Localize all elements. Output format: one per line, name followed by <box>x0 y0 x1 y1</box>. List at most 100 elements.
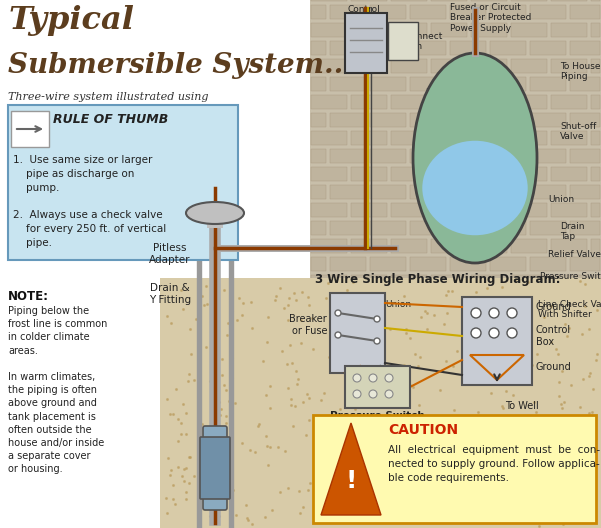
FancyBboxPatch shape <box>330 293 385 373</box>
FancyBboxPatch shape <box>311 5 326 19</box>
FancyBboxPatch shape <box>203 426 227 510</box>
FancyBboxPatch shape <box>431 0 467 1</box>
FancyBboxPatch shape <box>551 131 587 145</box>
FancyBboxPatch shape <box>410 113 446 127</box>
FancyBboxPatch shape <box>551 239 587 253</box>
FancyBboxPatch shape <box>370 221 406 235</box>
FancyBboxPatch shape <box>511 167 547 181</box>
FancyBboxPatch shape <box>391 59 427 73</box>
FancyBboxPatch shape <box>530 5 566 19</box>
FancyBboxPatch shape <box>351 275 387 289</box>
FancyBboxPatch shape <box>370 77 406 91</box>
FancyBboxPatch shape <box>471 131 507 145</box>
FancyBboxPatch shape <box>330 41 366 55</box>
FancyBboxPatch shape <box>511 95 547 109</box>
FancyBboxPatch shape <box>570 221 600 235</box>
FancyBboxPatch shape <box>530 41 566 55</box>
Text: 3 Wire Single Phase Wiring Diagram:: 3 Wire Single Phase Wiring Diagram: <box>315 273 561 286</box>
FancyBboxPatch shape <box>330 221 366 235</box>
FancyBboxPatch shape <box>431 239 467 253</box>
FancyBboxPatch shape <box>311 0 347 1</box>
FancyBboxPatch shape <box>330 77 366 91</box>
FancyBboxPatch shape <box>311 257 326 271</box>
FancyBboxPatch shape <box>391 167 427 181</box>
FancyBboxPatch shape <box>311 59 347 73</box>
Text: Pressure Switch: Pressure Switch <box>330 411 425 421</box>
Circle shape <box>353 390 361 398</box>
FancyBboxPatch shape <box>311 95 347 109</box>
Text: Fused or Circuit
Breaker Protected
Power Supply: Fused or Circuit Breaker Protected Power… <box>450 3 531 33</box>
FancyBboxPatch shape <box>490 185 526 199</box>
FancyBboxPatch shape <box>570 113 600 127</box>
FancyBboxPatch shape <box>431 275 467 289</box>
FancyBboxPatch shape <box>450 185 486 199</box>
FancyBboxPatch shape <box>570 5 600 19</box>
FancyBboxPatch shape <box>330 113 366 127</box>
FancyBboxPatch shape <box>311 41 326 55</box>
FancyBboxPatch shape <box>311 149 326 163</box>
FancyBboxPatch shape <box>511 0 547 1</box>
FancyBboxPatch shape <box>351 167 387 181</box>
FancyBboxPatch shape <box>570 185 600 199</box>
FancyBboxPatch shape <box>591 203 600 217</box>
FancyBboxPatch shape <box>591 59 600 73</box>
FancyBboxPatch shape <box>431 59 467 73</box>
FancyBboxPatch shape <box>450 149 486 163</box>
FancyBboxPatch shape <box>311 23 347 37</box>
FancyBboxPatch shape <box>370 113 406 127</box>
FancyBboxPatch shape <box>551 0 587 1</box>
Text: Relief Valve: Relief Valve <box>548 250 601 259</box>
FancyBboxPatch shape <box>511 23 547 37</box>
FancyBboxPatch shape <box>370 257 406 271</box>
Circle shape <box>489 328 499 338</box>
Text: Breaker
or Fuse: Breaker or Fuse <box>289 314 327 336</box>
FancyBboxPatch shape <box>311 77 326 91</box>
Text: Submersible System...: Submersible System... <box>8 52 353 79</box>
Text: Drain
Tap: Drain Tap <box>560 222 585 241</box>
FancyBboxPatch shape <box>511 131 547 145</box>
FancyBboxPatch shape <box>431 131 467 145</box>
FancyBboxPatch shape <box>551 95 587 109</box>
FancyBboxPatch shape <box>591 95 600 109</box>
FancyBboxPatch shape <box>8 105 238 260</box>
FancyBboxPatch shape <box>551 23 587 37</box>
Text: Shut-off
Valve: Shut-off Valve <box>560 122 596 142</box>
Circle shape <box>374 316 380 322</box>
Text: Disconnect
Switch: Disconnect Switch <box>392 32 442 51</box>
FancyBboxPatch shape <box>391 95 427 109</box>
FancyBboxPatch shape <box>450 41 486 55</box>
FancyBboxPatch shape <box>551 275 587 289</box>
Text: 2.  Always use a check valve
    for every 250 ft. of vertical
    pipe.: 2. Always use a check valve for every 25… <box>13 210 166 248</box>
FancyBboxPatch shape <box>591 239 600 253</box>
FancyBboxPatch shape <box>511 239 547 253</box>
FancyBboxPatch shape <box>330 149 366 163</box>
FancyBboxPatch shape <box>410 257 446 271</box>
FancyBboxPatch shape <box>471 59 507 73</box>
FancyBboxPatch shape <box>310 0 601 290</box>
FancyBboxPatch shape <box>490 221 526 235</box>
FancyBboxPatch shape <box>410 185 446 199</box>
Text: Air: Air <box>498 88 510 97</box>
Text: Line Check Valve
With Shifter: Line Check Valve With Shifter <box>538 300 601 319</box>
Text: Ground: Ground <box>536 302 572 312</box>
Circle shape <box>353 374 361 382</box>
FancyBboxPatch shape <box>200 437 230 499</box>
FancyBboxPatch shape <box>311 131 347 145</box>
FancyBboxPatch shape <box>490 149 526 163</box>
Text: Control
Box: Control Box <box>347 5 380 24</box>
FancyBboxPatch shape <box>207 210 223 228</box>
FancyBboxPatch shape <box>313 415 596 523</box>
Circle shape <box>335 332 341 338</box>
FancyBboxPatch shape <box>530 185 566 199</box>
Circle shape <box>507 308 517 318</box>
FancyBboxPatch shape <box>530 113 566 127</box>
FancyBboxPatch shape <box>471 95 507 109</box>
FancyBboxPatch shape <box>471 275 507 289</box>
FancyBboxPatch shape <box>370 185 406 199</box>
FancyBboxPatch shape <box>490 257 526 271</box>
Circle shape <box>489 308 499 318</box>
FancyBboxPatch shape <box>431 167 467 181</box>
Circle shape <box>369 390 377 398</box>
FancyBboxPatch shape <box>530 257 566 271</box>
Text: Pressure
Gauge: Pressure Gauge <box>425 88 463 107</box>
